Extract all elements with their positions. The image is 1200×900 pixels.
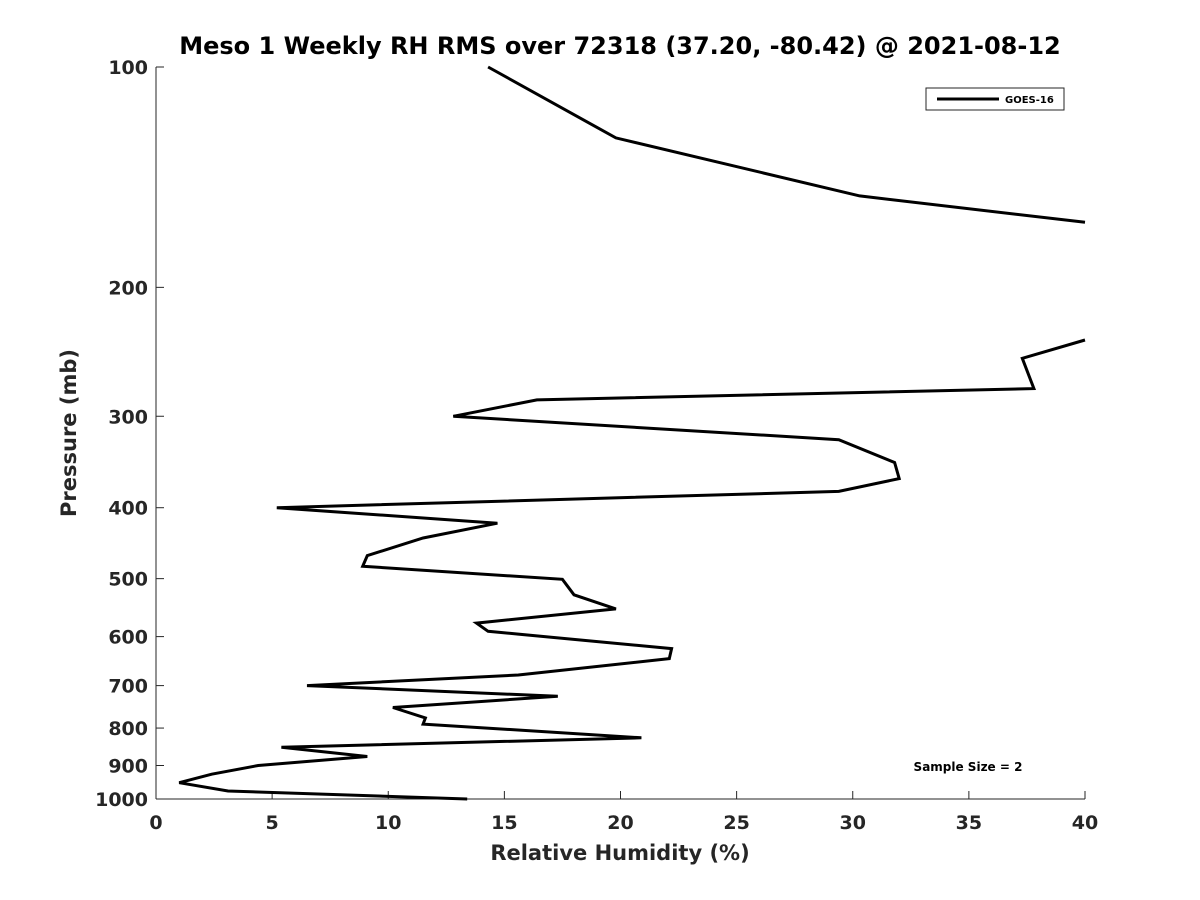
x-tick-label: 20 — [607, 812, 633, 834]
ticks-layer: 0 5 10 15 20 25 30 35 40 100 200 300 400 500 600 700 800… — [95, 57, 1098, 834]
x-tick-label: 15 — [491, 812, 517, 834]
series-line-goes-16 — [178, 338, 1086, 801]
x-tick-label: 0 — [149, 812, 162, 834]
y-tick-label: 300 — [108, 406, 148, 428]
x-tick-label: 30 — [840, 812, 866, 834]
legend: GOES-16 — [925, 87, 1065, 111]
y-tick-label: 1000 — [95, 789, 148, 811]
series-layer — [178, 65, 1086, 801]
y-tick-label: 500 — [108, 569, 148, 591]
x-tick-label: 35 — [956, 812, 982, 834]
legend-label-goes-16: GOES-16 — [1005, 95, 1054, 106]
x-tick-label: 40 — [1072, 812, 1098, 834]
y-tick-label: 900 — [108, 756, 148, 778]
y-tick-label: 800 — [108, 718, 148, 740]
x-axis-label: Relative Humidity (%) — [490, 841, 749, 865]
y-tick-label: 700 — [108, 676, 148, 698]
y-tick-label: 600 — [108, 627, 148, 649]
x-tick-label: 25 — [723, 812, 749, 834]
y-tick-label: 100 — [108, 57, 148, 79]
y-tick-label: 200 — [108, 277, 148, 299]
sample-size-annotation: Sample Size = 2 — [914, 760, 1023, 774]
x-tick-label: 5 — [266, 812, 279, 834]
x-tick-label: 10 — [375, 812, 401, 834]
chart-title: Meso 1 Weekly RH RMS over 72318 (37.20, … — [179, 32, 1061, 60]
series-line-goes-16 — [487, 65, 1086, 224]
y-tick-label: 400 — [108, 498, 148, 520]
y-axis-label: Pressure (mb) — [57, 349, 81, 517]
